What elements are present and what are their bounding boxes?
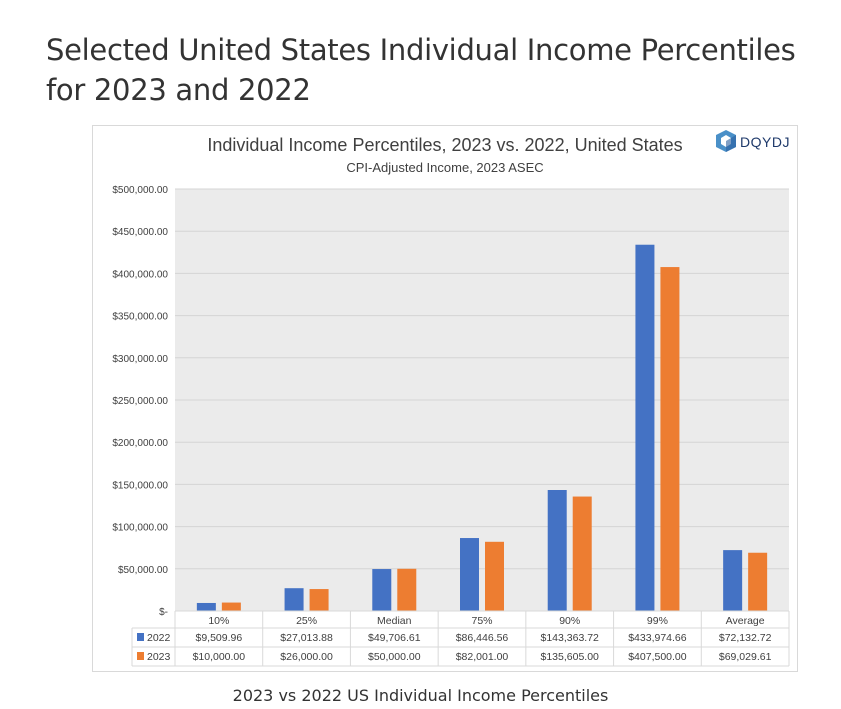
data-label: $10,000.00 (193, 651, 246, 663)
y-tick-label: $300,000.00 (112, 354, 168, 365)
data-label: $82,001.00 (456, 651, 509, 663)
category-label: 75% (471, 615, 492, 627)
y-tick-label: $- (159, 607, 168, 618)
logo: DQYDJ (716, 130, 790, 152)
bar-2022-3 (460, 538, 479, 611)
data-label: $9,509.96 (195, 632, 242, 644)
y-tick-label: $250,000.00 (112, 396, 168, 407)
bar-2023-2 (397, 568, 417, 611)
y-tick-label: $450,000.00 (112, 227, 168, 238)
category-label: 99% (647, 615, 668, 627)
category-label: 10% (208, 615, 229, 627)
y-tick-label: $400,000.00 (112, 269, 168, 280)
bar-2023-3 (485, 541, 504, 611)
legend-swatch-2022 (137, 633, 144, 641)
data-label: $49,706.61 (368, 632, 421, 644)
chart-title: Individual Income Percentiles, 2023 vs. … (207, 135, 682, 155)
logo-cube-icon (716, 130, 736, 152)
y-tick-label: $100,000.00 (112, 523, 168, 534)
bar-2023-4 (572, 496, 592, 611)
y-tick-label: $50,000.00 (118, 565, 168, 576)
data-label: $27,013.88 (280, 632, 333, 644)
chart-subtitle: CPI-Adjusted Income, 2023 ASEC (346, 160, 543, 175)
bar-2023-0 (221, 602, 241, 611)
data-label: $86,446.56 (456, 632, 509, 644)
bar-2022-6 (723, 550, 743, 611)
y-tick-label: $350,000.00 (112, 312, 168, 323)
bar-2023-6 (748, 552, 768, 611)
bar-2022-2 (372, 569, 392, 611)
data-label: $433,974.66 (628, 632, 687, 644)
bar-2023-5 (660, 267, 680, 611)
category-label: 25% (296, 615, 317, 627)
y-tick-label: $150,000.00 (112, 480, 168, 491)
figure-caption: 2023 vs 2022 US Individual Income Percen… (232, 686, 609, 705)
data-label: $72,132.72 (719, 632, 772, 644)
bar-2022-5 (635, 244, 655, 611)
legend-label: 2022 (147, 632, 171, 644)
page-title: Selected United States Individual Income… (46, 33, 796, 107)
category-label: Average (726, 615, 765, 627)
data-label: $407,500.00 (628, 651, 687, 663)
legend-label: 2023 (147, 651, 171, 663)
bar-2022-0 (196, 602, 216, 611)
data-label: $26,000.00 (280, 651, 333, 663)
data-label: $135,605.00 (541, 651, 600, 663)
y-tick-label: $500,000.00 (112, 185, 168, 196)
bar-2023-1 (309, 589, 329, 611)
data-label: $50,000.00 (368, 651, 421, 663)
bar-2022-4 (547, 490, 567, 611)
legend-swatch-2023 (137, 652, 144, 660)
chart-frame (92, 125, 798, 672)
logo-text: DQYDJ (740, 134, 790, 150)
category-label: 90% (559, 615, 580, 627)
category-label: Median (377, 615, 412, 627)
data-label: $69,029.61 (719, 651, 772, 663)
y-tick-label: $200,000.00 (112, 438, 168, 449)
data-label: $143,363.72 (541, 632, 600, 644)
bar-2022-1 (284, 588, 304, 611)
